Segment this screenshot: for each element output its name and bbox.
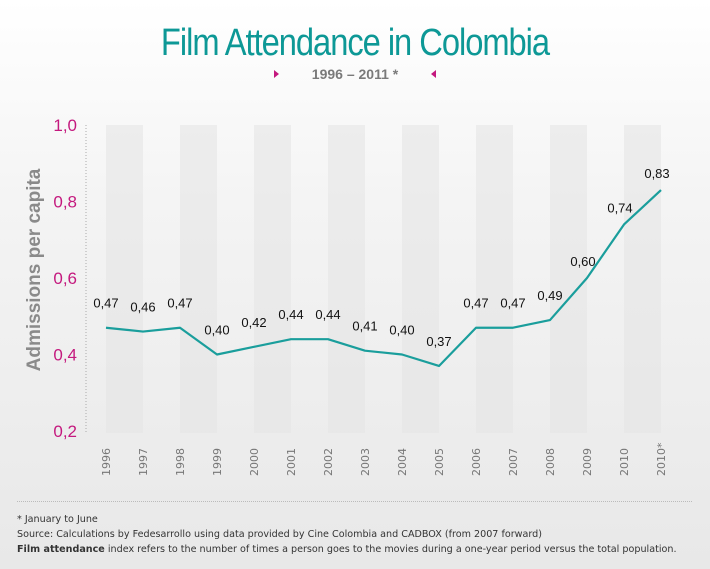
definition-note: Film attendance index refers to the numb… (17, 542, 677, 557)
chart-band (550, 125, 587, 433)
x-tick-label: 2005 (433, 448, 446, 476)
x-tick-label: 2001 (285, 448, 298, 476)
y-axis-title: Admissions per capita (24, 168, 45, 371)
data-label: 0,47 (93, 296, 118, 311)
data-label: 0,47 (463, 296, 488, 311)
chart-plot: 0,2 0,4 0,6 0,8 1,0 Admissions per capita 0,47… (24, 116, 670, 476)
chart-band (624, 125, 661, 433)
chart-subtitle: 1996 – 2011 * (311, 66, 399, 82)
chart-title: Film Attendance in Colombia (160, 22, 550, 64)
chart-band (106, 125, 143, 433)
data-label: 0,37 (426, 334, 451, 349)
x-tick-label: 2009 (581, 448, 594, 476)
x-tick-label: 2010 (618, 448, 631, 476)
data-label: 0,74 (607, 200, 632, 215)
data-label: 0,44 (315, 307, 340, 322)
y-tick-label: 0,4 (53, 346, 77, 365)
footer-divider (17, 501, 692, 502)
data-label: 0,49 (537, 288, 562, 303)
x-tick-label: 1996 (100, 448, 113, 476)
x-tick-label: 2010* (655, 442, 668, 476)
x-tick-label: 2000 (248, 448, 261, 476)
x-tick-label: 2008 (544, 448, 557, 476)
x-tick-label: 2007 (507, 448, 520, 476)
data-label: 0,40 (389, 323, 414, 338)
data-label: 0,42 (241, 315, 266, 330)
chart-band (402, 125, 439, 433)
x-tick-label: 2004 (396, 448, 409, 476)
data-label: 0,40 (204, 323, 229, 338)
series-line (105, 189, 662, 368)
x-tick-label: 2006 (470, 448, 483, 476)
data-label: 0,60 (570, 254, 595, 269)
footer-notes: * January to June Source: Calculations b… (17, 512, 677, 557)
chart-band (254, 125, 291, 433)
data-label: 0,47 (167, 296, 192, 311)
definition-term: Film attendance (17, 544, 105, 555)
data-label: 0,41 (352, 319, 377, 334)
x-tick-label: 1998 (174, 448, 187, 476)
footnote: * January to June (17, 514, 98, 525)
arrow-left-icon (431, 70, 436, 78)
data-label: 0,83 (644, 166, 669, 181)
x-tick-label: 2003 (359, 448, 372, 476)
x-tick-label: 1999 (211, 448, 224, 476)
y-tick-label: 0,2 (53, 422, 77, 441)
data-label: 0,44 (278, 307, 303, 322)
chart-band (180, 125, 217, 433)
definition-text: index refers to the number of times a pe… (104, 544, 677, 555)
y-tick-label: 0,6 (53, 269, 77, 288)
data-label: 0,47 (500, 296, 525, 311)
data-label: 0,46 (130, 300, 155, 315)
y-tick-label: 0,8 (53, 193, 77, 212)
x-tick-label: 1997 (137, 448, 150, 476)
x-tick-label: 2002 (322, 448, 335, 476)
chart-band (476, 125, 513, 433)
chart-band (328, 125, 365, 433)
arrow-right-icon (274, 70, 279, 78)
y-tick-label: 1,0 (53, 116, 77, 135)
source-note: Source: Calculations by Fedesarrollo usi… (17, 529, 542, 540)
